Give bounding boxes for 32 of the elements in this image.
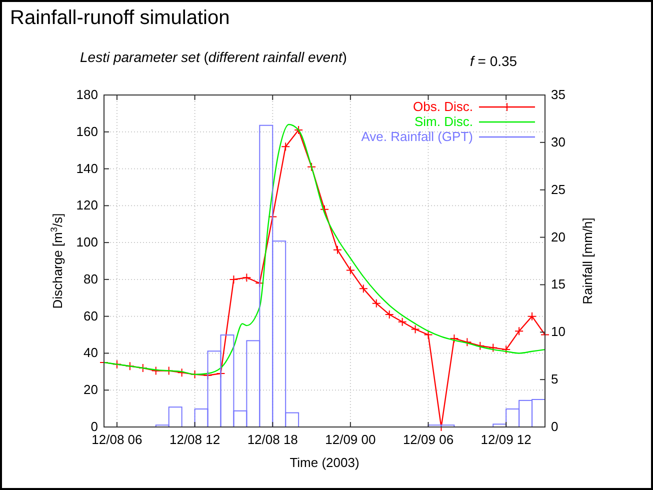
y-tick-label: 40	[84, 345, 98, 360]
y2-axis-title: Rainfall [mm/h]	[580, 218, 595, 304]
text: f = 0.35	[470, 53, 518, 69]
legend-label: Obs. Disc.	[413, 99, 473, 114]
legend-label: Sim. Disc.	[414, 114, 473, 129]
y2-tick-label: 15	[551, 276, 566, 292]
y2-tick-label: 25	[551, 182, 566, 197]
y-tick-label: 120	[76, 198, 98, 213]
x-axis-title: Time (2003)	[290, 455, 360, 470]
chart-subtitle: Lesti parameter set (different rainfall event)	[80, 49, 347, 65]
x-tick-label: 12/08 06	[92, 432, 142, 447]
x-tick-label: 12/08 18	[247, 432, 298, 447]
y2-tick-label: 10	[551, 324, 566, 340]
y2-tick-label: 35	[551, 87, 566, 102]
x-tick-label: 12/09 00	[325, 432, 376, 447]
x-tick-label: 12/09 12	[480, 432, 532, 447]
y-tick-label: 140	[76, 160, 98, 176]
legend-label: Ave. Rainfall (GPT)	[361, 129, 473, 144]
y-tick-label: 20	[84, 382, 98, 398]
x-tick-label: 12/08 12	[169, 432, 220, 447]
y2-tick-label: 0	[551, 419, 558, 434]
chart-title: Rainfall-runoff simulation	[10, 7, 230, 29]
y2-tick-label: 30	[551, 134, 566, 150]
y2-tick-label: 20	[551, 229, 566, 244]
y-tick-label: 0	[90, 419, 98, 434]
y-tick-label: 100	[76, 234, 98, 250]
y-tick-label: 80	[84, 271, 98, 286]
x-tick-label: 12/09 06	[402, 432, 454, 447]
y-tick-label: 160	[76, 124, 98, 139]
y-tick-label: 60	[84, 308, 98, 324]
y-tick-label: 180	[76, 87, 98, 102]
y2-tick-label: 5	[551, 372, 558, 387]
